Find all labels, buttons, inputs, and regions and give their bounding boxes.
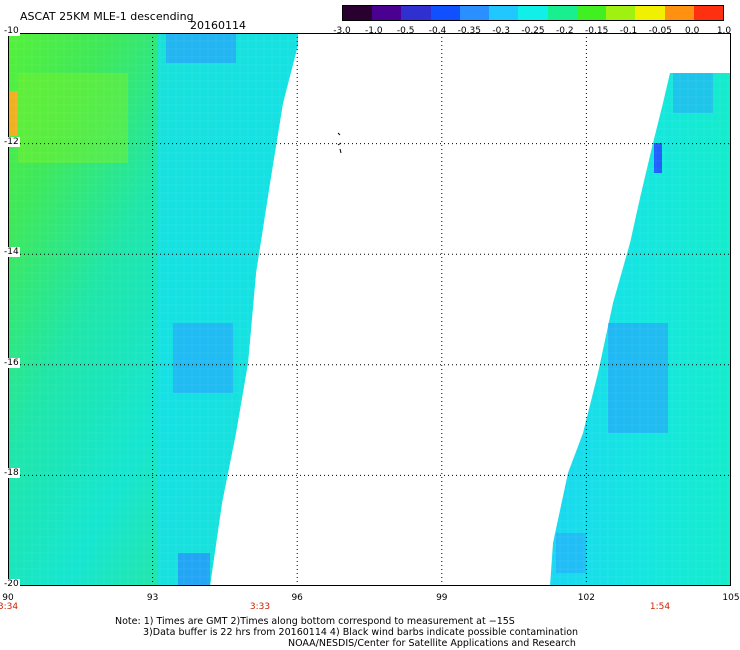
latitude-tick-label: -20 [3, 579, 20, 589]
longitude-tick-label: 96 [291, 593, 303, 603]
longitude-tick-label: 90 [2, 593, 14, 603]
color-scale-swatch [664, 6, 694, 20]
footer-note-line2: 3)Data buffer is 22 hrs from 20160114 4)… [143, 627, 579, 638]
color-scale-bar [342, 5, 724, 21]
footer-credit: NOAA/NESDIS/Center for Satellite Applica… [288, 638, 576, 649]
map-frame [8, 33, 731, 586]
right-swath-texture [548, 73, 731, 586]
swath-time-label: 1:54 [649, 602, 671, 612]
color-scale-swatch [372, 6, 402, 20]
latitude-tick-label: -16 [3, 357, 20, 368]
latitude-tick-label: -18 [3, 468, 20, 479]
wind-map [8, 33, 731, 586]
color-scale-label: -1.0 [365, 26, 383, 36]
color-scale-label: -0.25 [521, 26, 545, 36]
longitude-tick-label: 102 [577, 593, 595, 603]
color-scale-label: -0.3 [492, 26, 510, 36]
color-scale-label: 0.0 [684, 26, 700, 36]
color-scale-label: -0.05 [648, 26, 672, 36]
color-scale-swatch [518, 6, 548, 20]
color-scale-label: -0.2 [556, 26, 574, 36]
longitude-tick-label: 105 [722, 593, 740, 603]
map-title: ASCAT 25KM MLE-1 descending [20, 10, 194, 23]
color-scale-swatch [606, 6, 636, 20]
color-scale-label: -0.5 [396, 26, 415, 36]
swath-time-label: 3:34 [0, 602, 19, 612]
color-scale-label: -0.35 [457, 26, 481, 36]
longitude-tick-label: 93 [146, 593, 159, 603]
footer-note-line1: Note: 1) Times are GMT 2)Times along bot… [115, 616, 515, 627]
color-scale-swatch [693, 6, 724, 20]
latitude-tick-label: -10 [3, 26, 20, 36]
color-scale-swatch [576, 6, 607, 20]
wind-barbs [337, 132, 342, 154]
color-scale-label: 1.0 [716, 26, 732, 36]
color-scale-swatch [343, 6, 373, 20]
latitude-tick-label: -12 [3, 136, 20, 147]
color-scale-swatch [430, 6, 460, 20]
swath-time-label: 3:33 [249, 602, 271, 612]
longitude-tick-label: 99 [436, 593, 448, 603]
color-scale-swatch [547, 6, 577, 20]
color-scale-swatch [459, 6, 490, 20]
color-scale-swatch [489, 6, 519, 20]
color-scale-swatch [401, 6, 431, 20]
map-date: 20160114 [190, 19, 246, 32]
color-scale-label: -0.15 [585, 26, 609, 36]
latitude-tick-label: -14 [3, 247, 20, 258]
color-scale-swatch [635, 6, 665, 20]
color-scale-label: -0.1 [619, 26, 638, 36]
lat-lon-grid [8, 33, 731, 586]
color-scale-label: -0.4 [428, 26, 447, 36]
color-scale-label: -3.0 [333, 26, 351, 36]
